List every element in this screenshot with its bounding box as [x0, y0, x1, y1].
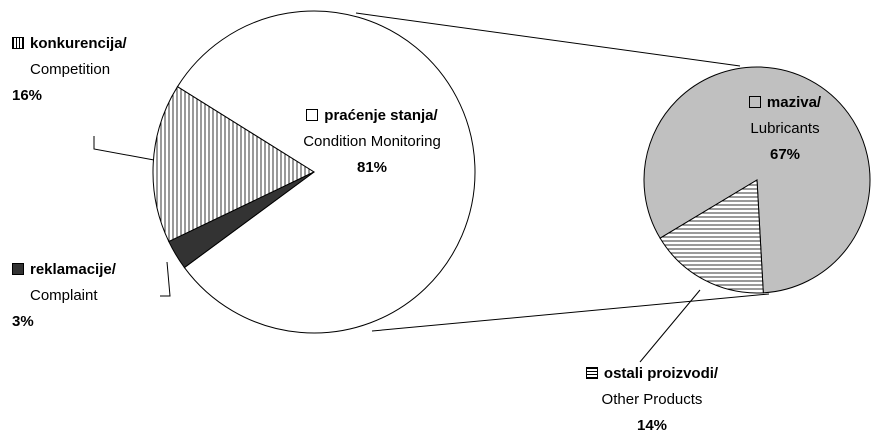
legend-icon — [306, 109, 319, 121]
slice-label: ostali proizvodi/Other Products 14% — [552, 361, 752, 439]
label-line: konkurencija/ — [12, 31, 192, 57]
slice-label: praćenje stanja/Condition Monitoring 81% — [282, 103, 462, 181]
value-label: 16% — [12, 87, 43, 104]
sub-label: Competition — [30, 61, 111, 78]
connector-line — [371, 293, 770, 332]
pie-slice — [176, 10, 476, 334]
category-label: ostali proizvodi/ — [603, 365, 719, 382]
pie-slice — [168, 171, 315, 269]
slice-label: maziva/Lubricants 67% — [725, 90, 845, 168]
category-label: reklamacije/ — [30, 261, 116, 278]
label-line: maziva/ — [725, 90, 845, 116]
pie-slice — [659, 179, 764, 294]
legend-icon — [12, 263, 24, 275]
pie-slice — [152, 85, 316, 243]
category-label: konkurencija/ — [30, 35, 127, 52]
value-label: 14% — [636, 417, 668, 434]
value-label: 81% — [356, 159, 388, 176]
sub-label: Other Products — [601, 391, 703, 408]
category-label: praćenje stanja/ — [324, 107, 438, 124]
sub-label: Lubricants — [750, 120, 820, 137]
legend-icon — [748, 96, 761, 108]
category-label: maziva/ — [766, 94, 822, 111]
label-line: ostali proizvodi/ — [552, 361, 752, 387]
legend-icon — [12, 37, 24, 49]
sub-label: Complaint — [30, 287, 98, 304]
label-line: praćenje stanja/ — [282, 103, 462, 129]
legend-icon — [585, 367, 598, 379]
leader-line — [160, 261, 171, 297]
connector-line — [355, 12, 741, 67]
slice-label: konkurencija/Competition 16% — [12, 31, 192, 109]
value-label: 3% — [12, 313, 34, 330]
sub-label: Condition Monitoring — [303, 133, 441, 150]
label-line: reklamacije/ — [12, 257, 132, 283]
slice-label: reklamacije/Complaint 3% — [12, 257, 132, 335]
value-label: 67% — [769, 146, 801, 163]
leader-line — [639, 289, 701, 363]
leader-line — [93, 136, 155, 161]
